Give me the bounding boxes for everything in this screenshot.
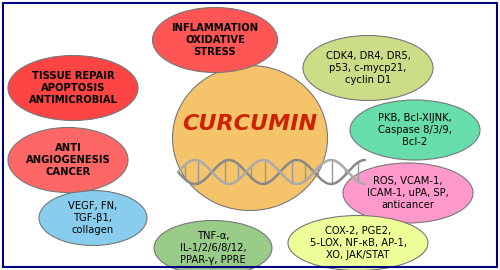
Text: COX-2, PGE2,
5-LOX, NF-κB, AP-1,
XO, JAK/STAT: COX-2, PGE2, 5-LOX, NF-κB, AP-1, XO, JAK… bbox=[310, 226, 406, 260]
Text: PKB, Bcl-XIJNK,
Caspase 8/3/9,
Bcl-2: PKB, Bcl-XIJNK, Caspase 8/3/9, Bcl-2 bbox=[378, 113, 452, 147]
Ellipse shape bbox=[288, 215, 428, 270]
Text: ROS, VCAM-1,
ICAM-1, uPA, SP,
anticancer: ROS, VCAM-1, ICAM-1, uPA, SP, anticancer bbox=[367, 176, 449, 210]
Text: VEGF, FN,
TGF-β1,
collagen: VEGF, FN, TGF-β1, collagen bbox=[68, 201, 117, 235]
Ellipse shape bbox=[152, 8, 278, 73]
Ellipse shape bbox=[343, 163, 473, 223]
Text: CDK4, DR4, DR5,
p53, c-mycp21,
cyclin D1: CDK4, DR4, DR5, p53, c-mycp21, cyclin D1 bbox=[326, 50, 410, 85]
Text: CURCUMIN: CURCUMIN bbox=[182, 114, 318, 134]
Ellipse shape bbox=[303, 35, 433, 100]
Ellipse shape bbox=[154, 221, 272, 270]
Ellipse shape bbox=[350, 100, 480, 160]
Text: INFLAMMATION
OXIDATIVE
STRESS: INFLAMMATION OXIDATIVE STRESS bbox=[172, 23, 258, 58]
Ellipse shape bbox=[39, 191, 147, 245]
Ellipse shape bbox=[172, 66, 328, 211]
Text: TISSUE REPAIR
APOPTOSIS
ANTIMICROBIAL: TISSUE REPAIR APOPTOSIS ANTIMICROBIAL bbox=[28, 70, 118, 105]
Text: TNF-α,
IL-1/2/6/8/12,
PPAR-γ, PPRE: TNF-α, IL-1/2/6/8/12, PPAR-γ, PPRE bbox=[180, 231, 246, 265]
Text: ANTI
ANGIOGENESIS
CANCER: ANTI ANGIOGENESIS CANCER bbox=[26, 143, 110, 177]
Ellipse shape bbox=[8, 56, 138, 120]
Ellipse shape bbox=[8, 127, 128, 193]
